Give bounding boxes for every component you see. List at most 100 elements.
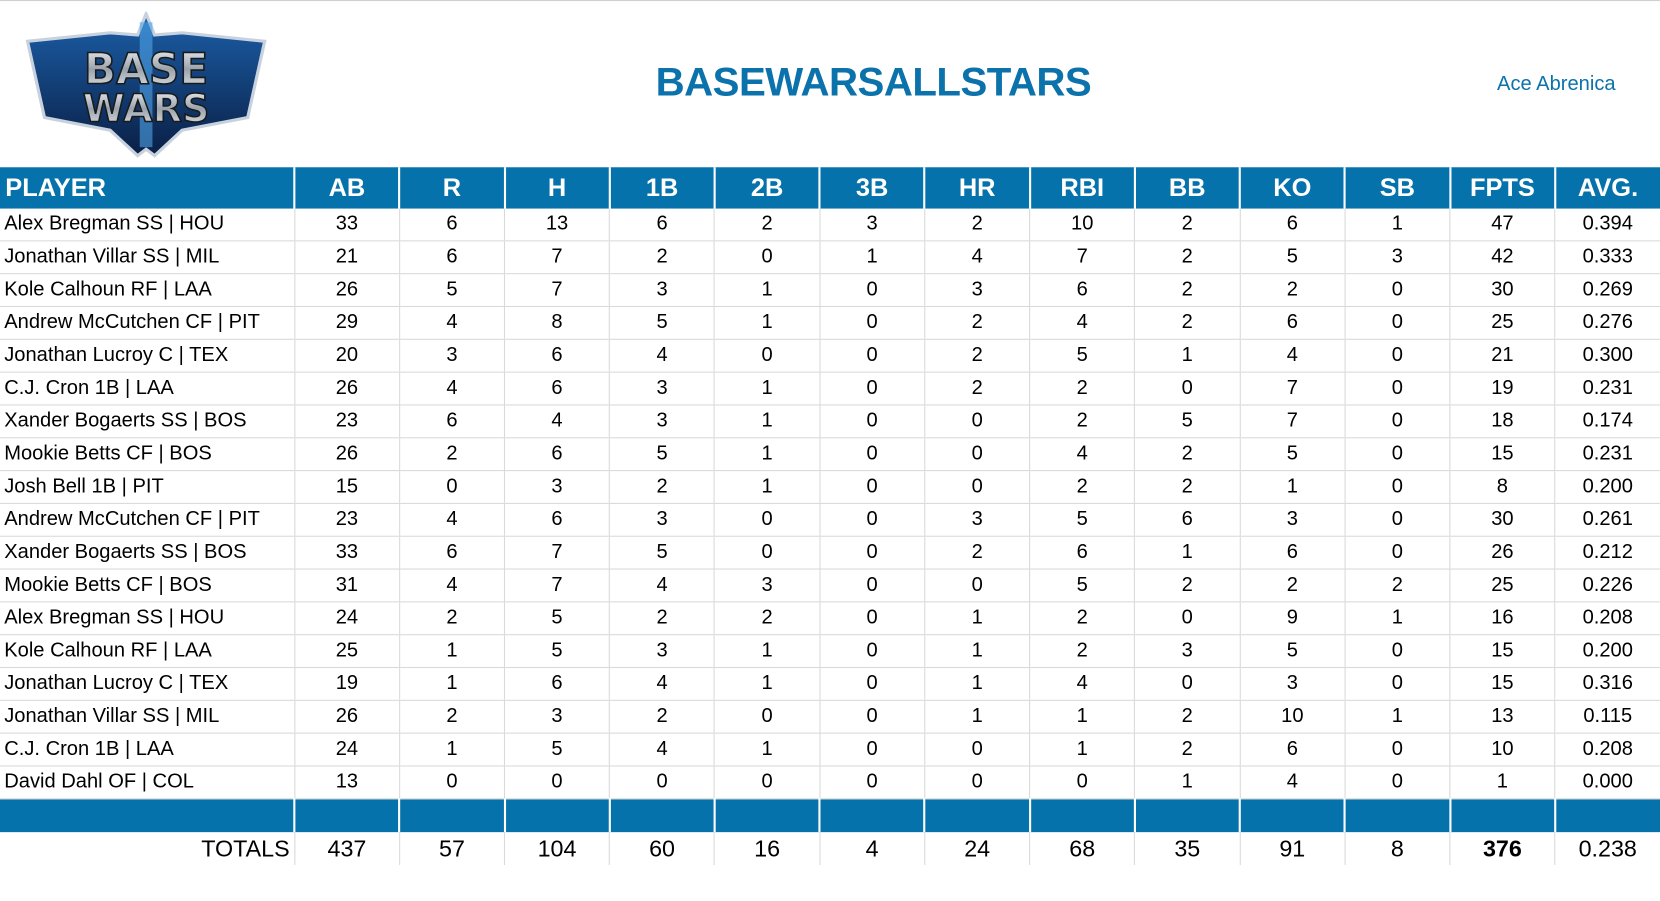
stat-cell: 6 bbox=[1239, 208, 1345, 242]
band-cell bbox=[1238, 798, 1345, 833]
stat-cell: 2 bbox=[714, 208, 820, 242]
stat-cell: 4 bbox=[398, 569, 505, 603]
page-title: BASEWARSALLSTARS bbox=[655, 60, 1092, 105]
stat-cell: 0 bbox=[714, 700, 820, 734]
stat-cell: 21 bbox=[293, 240, 400, 275]
stat-cell: 1 bbox=[714, 733, 820, 767]
stat-cell: 2 bbox=[1134, 470, 1240, 504]
stat-cell: 25 bbox=[293, 634, 400, 669]
stat-cell: 7 bbox=[503, 569, 610, 603]
stat-cell: 5 bbox=[398, 273, 505, 308]
stat-cell: 0 bbox=[819, 372, 925, 406]
total-cell: 437 bbox=[293, 832, 400, 865]
stat-cell: 5 bbox=[503, 601, 610, 636]
stat-cell: 4 bbox=[1239, 339, 1345, 373]
stat-cell: 0 bbox=[819, 569, 925, 603]
player-cell: Kole Calhoun RF | LAA bbox=[0, 273, 295, 308]
stat-cell: 1 bbox=[714, 667, 820, 701]
stat-cell: 1 bbox=[714, 404, 820, 439]
stat-cell: 8 bbox=[503, 306, 610, 340]
stat-cell: 19 bbox=[293, 667, 400, 701]
stat-cell: 0 bbox=[819, 634, 925, 669]
stat-cell: 1 bbox=[924, 667, 1030, 701]
stat-cell: 1 bbox=[1449, 765, 1555, 800]
stat-cell: 13 bbox=[293, 765, 400, 800]
stat-cell: 0.200 bbox=[1554, 470, 1660, 504]
band-cell bbox=[818, 798, 925, 833]
column-header-player: PLAYER bbox=[0, 167, 295, 209]
stat-cell: 2 bbox=[1134, 306, 1240, 340]
player-cell: Andrew McCutchen CF | PIT bbox=[0, 306, 295, 340]
stat-cell: 2 bbox=[924, 306, 1030, 340]
stat-cell: 3 bbox=[609, 503, 715, 537]
stat-cell: 2 bbox=[398, 437, 505, 472]
column-header-3b: 3B bbox=[818, 167, 925, 209]
stat-cell: 2 bbox=[924, 208, 1030, 242]
stat-cell: 1 bbox=[714, 634, 820, 669]
stat-cell: 7 bbox=[503, 536, 610, 570]
table-row: Kole Calhoun RF | LAA 26 5 7 3 1 0 3 6 2 2 0 30 0.269 bbox=[0, 273, 1660, 308]
stat-cell: 1 bbox=[398, 733, 505, 767]
stat-cell: 5 bbox=[1239, 634, 1345, 669]
stat-cell: 13 bbox=[503, 208, 610, 242]
stat-cell: 29 bbox=[293, 306, 400, 340]
stat-cell: 3 bbox=[609, 372, 715, 406]
stat-cell: 0 bbox=[1344, 372, 1450, 406]
total-cell: 91 bbox=[1239, 832, 1345, 865]
logo-text-top: BASE bbox=[84, 45, 208, 94]
stat-cell: 2 bbox=[924, 536, 1030, 570]
player-cell: Kole Calhoun RF | LAA bbox=[0, 634, 295, 669]
stat-cell: 16 bbox=[1449, 601, 1555, 636]
stat-cell: 6 bbox=[1239, 733, 1345, 767]
band-cell bbox=[1343, 798, 1450, 833]
stat-cell: 1 bbox=[924, 601, 1030, 636]
stat-cell: 2 bbox=[1239, 273, 1345, 308]
stat-cell: 30 bbox=[1449, 273, 1555, 308]
player-cell: C.J. Cron 1B | LAA bbox=[0, 372, 295, 406]
stat-cell: 2 bbox=[714, 601, 820, 636]
stat-cell: 4 bbox=[1029, 667, 1135, 701]
column-header-2b: 2B bbox=[713, 167, 820, 209]
stat-cell: 4 bbox=[1239, 765, 1345, 800]
stat-cell: 0 bbox=[819, 503, 925, 537]
stat-cell: 4 bbox=[609, 733, 715, 767]
stat-cell: 3 bbox=[1134, 634, 1240, 669]
stat-cell: 1 bbox=[1344, 208, 1450, 242]
stat-cell: 0 bbox=[1344, 536, 1450, 570]
stat-cell: 6 bbox=[503, 372, 610, 406]
stat-cell: 15 bbox=[1449, 634, 1555, 669]
stat-cell: 4 bbox=[398, 306, 505, 340]
stat-cell: 2 bbox=[398, 601, 505, 636]
stat-cell: 1 bbox=[1029, 733, 1135, 767]
stat-cell: 4 bbox=[609, 339, 715, 373]
stat-cell: 0 bbox=[1344, 306, 1450, 340]
table-row: Josh Bell 1B | PIT 15 0 3 2 1 0 0 2 2 1 0 8 0.200 bbox=[0, 470, 1660, 504]
stat-cell: 0.231 bbox=[1554, 372, 1660, 406]
player-cell: Xander Bogaerts SS | BOS bbox=[0, 404, 295, 439]
stat-cell: 0 bbox=[398, 470, 505, 504]
column-header-r: R bbox=[398, 167, 505, 209]
stat-cell: 6 bbox=[503, 339, 610, 373]
stat-cell: 25 bbox=[1449, 306, 1555, 340]
stat-cell: 0 bbox=[1344, 667, 1450, 701]
stat-cell: 0 bbox=[714, 503, 820, 537]
stat-cell: 0.226 bbox=[1554, 569, 1660, 603]
stat-cell: 1 bbox=[1134, 536, 1240, 570]
base-wars-logo: BASE WARS bbox=[25, 11, 267, 158]
stat-cell: 0 bbox=[819, 339, 925, 373]
table-row: Xander Bogaerts SS | BOS 33 6 7 5 0 0 2 6 1 6 0 26 0.… bbox=[0, 536, 1660, 570]
stat-cell: 7 bbox=[503, 273, 610, 308]
stat-cell: 26 bbox=[1449, 536, 1555, 570]
stat-cell: 0 bbox=[1344, 470, 1450, 504]
stat-cell: 26 bbox=[293, 273, 400, 308]
stat-cell: 0 bbox=[714, 536, 820, 570]
stat-cell: 2 bbox=[1029, 404, 1135, 439]
table-row: Andrew McCutchen CF | PIT 29 4 8 5 1 0 2 4 2 6 0 25 0… bbox=[0, 306, 1660, 340]
stat-cell: 5 bbox=[1029, 339, 1135, 373]
band-cell bbox=[1133, 798, 1240, 833]
stat-cell: 0 bbox=[924, 569, 1030, 603]
user-name-link[interactable]: Ace Abrenica bbox=[1497, 73, 1616, 96]
column-header-rbi: RBI bbox=[1028, 167, 1135, 209]
stat-cell: 10 bbox=[1449, 733, 1555, 767]
